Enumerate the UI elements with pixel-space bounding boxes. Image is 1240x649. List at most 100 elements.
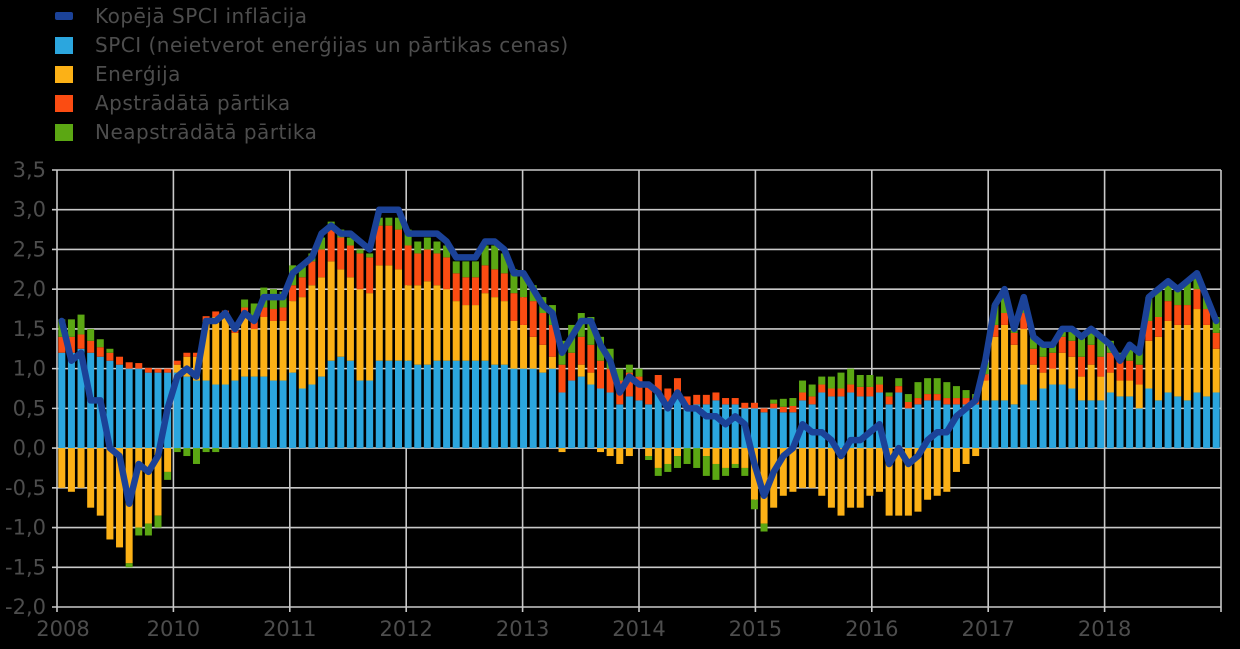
y-axis-tick-label: 0,0 bbox=[13, 436, 46, 460]
bar-segment bbox=[1212, 392, 1220, 449]
bar-segment bbox=[962, 390, 970, 399]
bar-segment bbox=[885, 404, 893, 449]
bar-segment bbox=[260, 376, 268, 449]
y-axis-tick-label: 3,0 bbox=[13, 198, 46, 222]
bar-segment bbox=[395, 360, 403, 449]
bar-segment bbox=[1049, 384, 1057, 449]
bar-segment bbox=[241, 316, 249, 377]
bar-segment bbox=[1010, 332, 1018, 345]
bar-segment bbox=[962, 404, 970, 449]
bar-segment bbox=[510, 368, 518, 449]
bar-segment bbox=[241, 376, 249, 449]
bar-segment bbox=[943, 448, 951, 492]
bar-segment bbox=[625, 448, 633, 457]
bar-segment bbox=[539, 372, 547, 449]
bar-segment bbox=[799, 392, 807, 401]
bar-segment bbox=[750, 408, 758, 449]
bar-segment bbox=[106, 360, 114, 449]
bar-segment bbox=[1001, 313, 1009, 325]
bar-segment bbox=[722, 467, 730, 476]
bar-segment bbox=[933, 448, 941, 496]
bar-segment bbox=[635, 368, 643, 377]
bar-segment bbox=[712, 392, 720, 401]
bar-segment bbox=[1078, 356, 1086, 377]
bar-segment bbox=[67, 448, 75, 492]
bar-segment bbox=[606, 368, 614, 393]
bar-segment bbox=[1020, 328, 1028, 385]
bar-segment bbox=[664, 404, 672, 449]
bar-segment bbox=[779, 398, 787, 407]
bar-segment bbox=[1126, 396, 1134, 449]
bar-segment bbox=[212, 448, 220, 453]
bar-segment bbox=[192, 352, 200, 357]
bar-segment bbox=[568, 352, 576, 381]
y-axis-tick-label: 1,5 bbox=[13, 317, 46, 341]
bar-segment bbox=[837, 396, 845, 449]
y-axis-tick-label: 1,0 bbox=[13, 357, 46, 381]
bar-segment bbox=[423, 281, 431, 365]
bar-segment bbox=[1106, 352, 1114, 373]
bar-segment bbox=[135, 368, 143, 449]
bar-segment bbox=[789, 448, 797, 492]
bar-segment bbox=[875, 448, 883, 492]
bar-segment bbox=[1135, 364, 1143, 385]
bar-segment bbox=[952, 386, 960, 399]
bar-segment bbox=[991, 324, 999, 337]
bar-segment bbox=[1078, 400, 1086, 449]
bar-segment bbox=[404, 360, 412, 449]
bar-segment bbox=[1203, 324, 1211, 397]
bar-segment bbox=[279, 307, 287, 321]
bar-segment bbox=[298, 265, 306, 278]
bar-segment bbox=[1087, 328, 1095, 345]
bar-segment bbox=[192, 448, 200, 464]
x-axis-tick-label: 2012 bbox=[379, 617, 432, 641]
bar-segment bbox=[135, 527, 143, 536]
bar-segment bbox=[423, 237, 431, 250]
bar-segment bbox=[539, 344, 547, 373]
bar-segment bbox=[481, 293, 489, 361]
bar-segment bbox=[1126, 380, 1134, 397]
bar-segment bbox=[1135, 408, 1143, 449]
bar-segment bbox=[1174, 289, 1182, 306]
bar-segment bbox=[827, 396, 835, 449]
bar-segment bbox=[289, 301, 297, 373]
bar-segment bbox=[972, 448, 980, 457]
bar-segment bbox=[116, 448, 124, 548]
bar-segment bbox=[1039, 388, 1047, 449]
y-axis-tick-label: 2,5 bbox=[13, 237, 46, 261]
bar-segment bbox=[116, 364, 124, 449]
bar-segment bbox=[933, 378, 941, 395]
bar-segment bbox=[712, 448, 720, 464]
bar-segment bbox=[260, 307, 268, 317]
bar-segment bbox=[279, 320, 287, 381]
x-axis-tick-label: 2015 bbox=[729, 617, 782, 641]
bar-segment bbox=[67, 336, 75, 353]
bar-segment bbox=[981, 400, 989, 449]
bar-segment bbox=[327, 360, 335, 449]
bar-segment bbox=[452, 301, 460, 361]
bar-segment bbox=[144, 523, 152, 536]
bar-segment bbox=[462, 305, 470, 361]
bar-segment bbox=[1183, 281, 1191, 306]
bar-segment bbox=[96, 339, 104, 348]
bar-segment bbox=[443, 257, 451, 290]
bar-segment bbox=[924, 448, 932, 500]
bar-segment bbox=[539, 313, 547, 345]
bar-segment bbox=[250, 328, 258, 377]
bar-segment bbox=[856, 386, 864, 397]
bar-segment bbox=[770, 403, 778, 409]
bar-segment bbox=[250, 376, 258, 449]
bar-segment bbox=[779, 448, 787, 496]
bar-segment bbox=[106, 352, 114, 361]
bar-segment bbox=[452, 273, 460, 302]
bar-segment bbox=[1212, 316, 1220, 333]
bar-segment bbox=[1154, 289, 1162, 317]
bar-segment bbox=[308, 285, 316, 385]
bar-segment bbox=[702, 456, 710, 476]
bar-segment bbox=[77, 348, 85, 449]
bar-segment bbox=[96, 347, 104, 357]
bar-segment bbox=[1116, 360, 1124, 381]
bar-segment bbox=[116, 356, 124, 365]
bar-segment bbox=[924, 394, 932, 401]
bar-segment bbox=[1049, 344, 1057, 353]
